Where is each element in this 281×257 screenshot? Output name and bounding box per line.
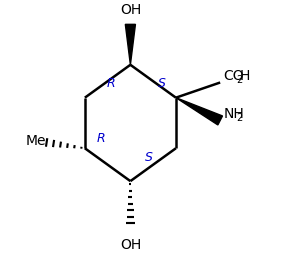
Text: R: R xyxy=(107,77,116,90)
Text: S: S xyxy=(158,77,166,90)
Text: S: S xyxy=(145,151,153,164)
Text: R: R xyxy=(97,132,106,145)
Text: H: H xyxy=(240,69,250,83)
Text: 2: 2 xyxy=(236,113,242,123)
Text: 2: 2 xyxy=(236,76,242,86)
Polygon shape xyxy=(125,24,135,65)
Text: OH: OH xyxy=(120,3,141,17)
Text: OH: OH xyxy=(120,238,141,252)
Text: Me: Me xyxy=(25,134,46,148)
Polygon shape xyxy=(176,98,223,125)
Text: CO: CO xyxy=(223,69,244,83)
Text: NH: NH xyxy=(223,107,244,121)
